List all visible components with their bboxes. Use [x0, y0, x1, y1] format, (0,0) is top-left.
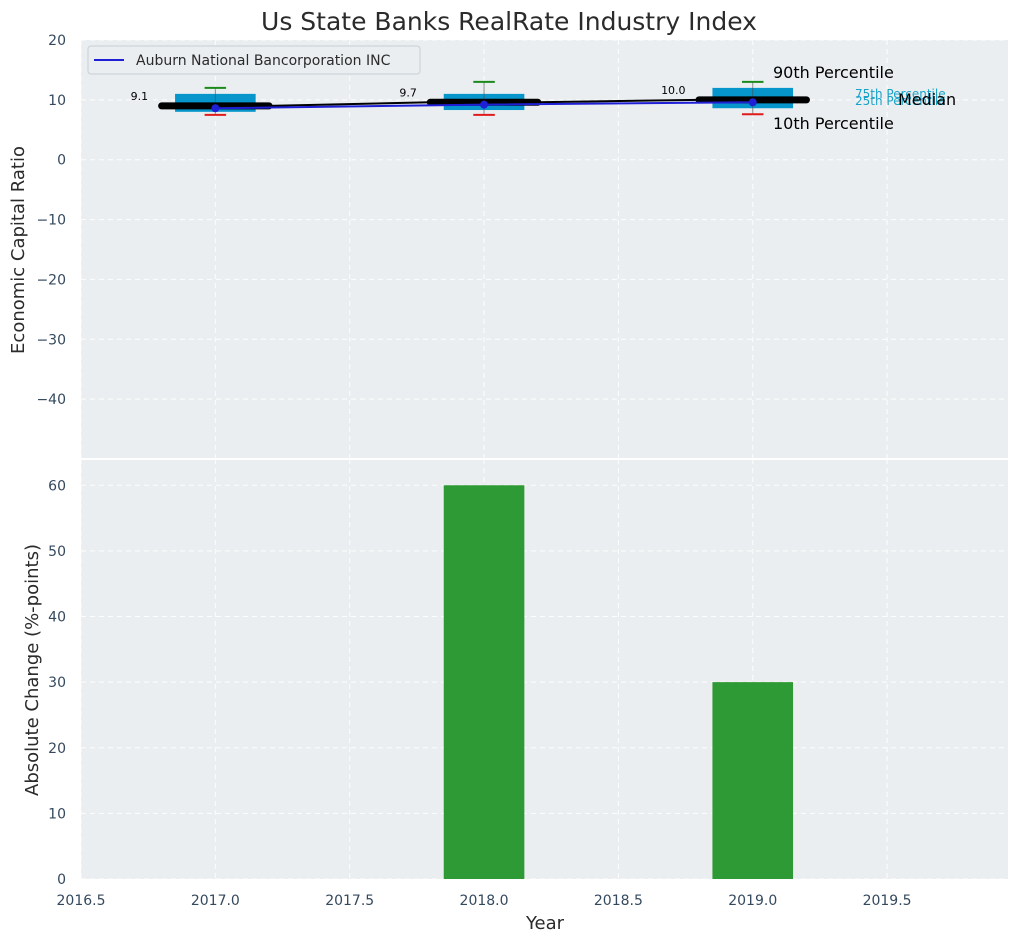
x-axis-title: Year — [525, 913, 565, 934]
x-tick-label: 2017.0 — [191, 893, 240, 909]
annotation-p10: 10th Percentile — [773, 114, 894, 133]
median-value-label: 10.0 — [661, 84, 686, 97]
chart-title: Us State Banks RealRate Industry Index — [261, 7, 757, 36]
bottom-y-tick-label: 40 — [48, 610, 66, 626]
top-y-tick-label: −40 — [36, 392, 66, 408]
median-value-label: 9.7 — [399, 86, 417, 99]
top-y-tick-label: −30 — [36, 332, 66, 348]
annotation-median: Median — [898, 90, 956, 109]
change-bar — [712, 682, 794, 879]
median-value-label: 9.1 — [131, 90, 149, 103]
top-y-tick-label: −10 — [36, 213, 66, 229]
top-y-tick-label: −20 — [36, 272, 66, 288]
annotation-p25: 25th Percentile — [855, 94, 946, 108]
company-point — [748, 98, 757, 107]
bottom-y-tick-label: 30 — [48, 675, 66, 691]
legend-label: Auburn National Bancorporation INC — [136, 53, 391, 69]
bottom-y-tick-label: 0 — [57, 872, 66, 888]
bottom-y-tick-label: 20 — [48, 741, 66, 757]
top-y-axis-title: Economic Capital Ratio — [8, 146, 29, 354]
legend-box — [87, 45, 421, 75]
bottom-plot-area — [81, 459, 1008, 879]
x-tick-label: 2019.0 — [728, 893, 777, 909]
bottom-y-tick-label: 60 — [48, 478, 66, 494]
legend: Auburn National Bancorporation INC — [87, 45, 421, 75]
company-point — [480, 100, 489, 109]
x-tick-label: 2018.5 — [594, 893, 643, 909]
annotation-p90: 90th Percentile — [773, 63, 894, 82]
x-tick-label: 2016.5 — [57, 893, 106, 909]
top-y-tick-label: 20 — [48, 33, 66, 49]
company-point — [211, 104, 220, 113]
top-y-tick-label: 10 — [48, 93, 66, 109]
x-tick-label: 2018.0 — [460, 893, 509, 909]
x-tick-label: 2019.5 — [863, 893, 912, 909]
bottom-y-axis-title: Absolute Change (%-points) — [22, 544, 43, 796]
bottom-panel: 2016.5 2017.0 2017.5 2018.0 2018.5 2019.0 2019… — [48, 458, 1008, 909]
top-panel: 20 10 0 −10 −20 −30 −40 9.1 9.7 10.0 — [36, 33, 1008, 459]
change-bar — [443, 485, 525, 879]
bottom-y-tick-label: 10 — [48, 806, 66, 822]
top-y-tick-label: 0 — [57, 153, 66, 169]
x-tick-label: 2017.5 — [325, 893, 374, 909]
bottom-y-tick-label: 50 — [48, 544, 66, 560]
annotation-p75: 75th Percentile — [855, 87, 946, 101]
